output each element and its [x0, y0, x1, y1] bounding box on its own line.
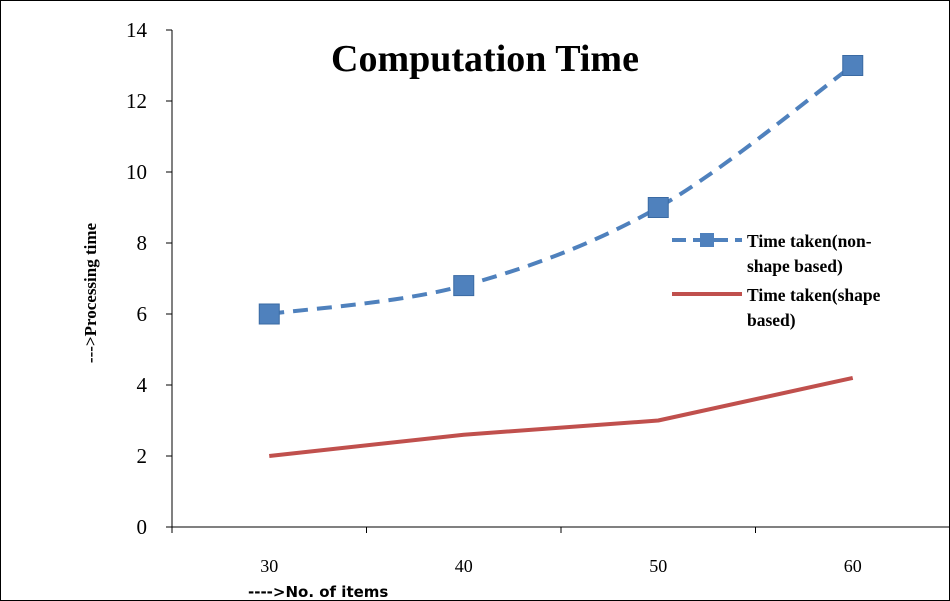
series-layer — [258, 55, 864, 458]
data-point-marker — [453, 275, 475, 297]
y-tick-label: 12 — [126, 89, 147, 113]
data-point-marker — [258, 303, 280, 325]
data-point-marker — [647, 197, 669, 218]
y-axis-label: --->Processing time — [81, 222, 100, 363]
x-tick-label: 40 — [455, 556, 473, 576]
legend-label-non-shape-line2: shape based) — [747, 256, 843, 276]
y-tick-label: 8 — [137, 231, 148, 255]
y-tick-label: 14 — [126, 18, 148, 42]
legend-entry-shape: Time taken(shape based) — [672, 285, 881, 330]
x-tick-label: 50 — [649, 556, 667, 576]
series-line-1 — [269, 375, 854, 458]
y-tick-labels: 0 2 4 6 8 10 12 14 — [126, 18, 148, 539]
series-line-0 — [268, 63, 854, 316]
y-tick-label: 2 — [137, 444, 148, 468]
x-tick-label: 60 — [844, 556, 862, 576]
y-tick-label: 10 — [126, 160, 147, 184]
legend-entry-non-shape: Time taken(non- shape based) — [672, 231, 872, 276]
legend-label-shape-line1: Time taken(shape — [747, 285, 881, 305]
y-tick-label: 6 — [137, 302, 148, 326]
axes — [166, 29, 950, 533]
legend-marker-square — [700, 233, 714, 247]
x-tick-labels: 30 40 50 60 — [260, 556, 862, 576]
chart-title: Computation Time — [331, 38, 639, 80]
legend: Time taken(non- shape based) Time taken(… — [672, 231, 881, 330]
legend-label-non-shape-line1: Time taken(non- — [747, 231, 872, 251]
y-tick-label: 0 — [137, 515, 148, 539]
x-axis-label: ---->No. of items — [248, 583, 388, 601]
data-point-marker — [842, 55, 864, 76]
x-tick-label: 30 — [260, 556, 278, 576]
legend-label-shape-line2: based) — [747, 310, 796, 330]
y-tick-label: 4 — [137, 373, 148, 397]
